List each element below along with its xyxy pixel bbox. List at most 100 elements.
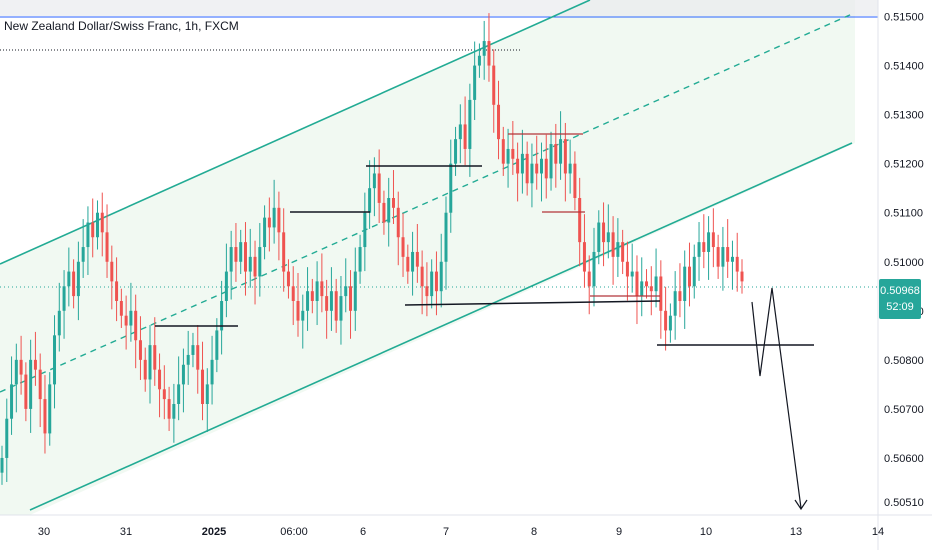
candle-body (57, 310, 61, 336)
top-band (0, 0, 878, 16)
candle-body (492, 65, 496, 105)
candle-body (234, 247, 238, 262)
price-tick-label: 0.51200 (884, 159, 924, 171)
candle-body (172, 404, 176, 419)
candle-body (344, 286, 348, 297)
candle-body (286, 271, 290, 287)
candle-body (630, 271, 634, 277)
candle-body (339, 296, 343, 321)
candle-body (162, 389, 166, 400)
candle-body (463, 124, 467, 149)
candle-body (258, 247, 262, 277)
candle-body (387, 198, 391, 223)
candle-body (143, 359, 147, 380)
candle-body (5, 418, 9, 458)
candle-body (14, 359, 18, 385)
candle-body (224, 271, 228, 301)
candle-body (578, 198, 582, 243)
candle-body (645, 281, 649, 287)
candle-body (687, 266, 691, 287)
candle-body (582, 242, 586, 272)
candle-body (62, 286, 66, 311)
candle-body (539, 158, 543, 174)
candle-body (563, 139, 567, 174)
candle-body (243, 242, 247, 272)
price-axis[interactable]: 0.51500 0.51400 0.51300 0.51200 0.51100 0.510… (884, 12, 924, 510)
candle-body (43, 399, 47, 434)
candle-body (635, 271, 639, 297)
candle-body (253, 256, 257, 277)
candle-body (310, 291, 314, 301)
chart-title: New Zealand Dollar/Swiss Franc, 1h, FXCM (4, 19, 239, 33)
candle-body (368, 188, 372, 213)
candle-body (501, 139, 505, 164)
price-tick-label: 0.50700 (884, 404, 924, 416)
candle-body (363, 212, 367, 248)
projection-path (751, 287, 802, 509)
candle-body (535, 163, 539, 174)
candle-body (668, 315, 672, 331)
candle-body (511, 148, 515, 159)
candle-body (277, 207, 281, 233)
candle-body (664, 310, 668, 331)
candle-body (683, 266, 687, 301)
candle-body (115, 281, 119, 301)
candle-body (105, 232, 109, 262)
candle-body (382, 202, 386, 223)
candle-body (697, 242, 701, 257)
candle-body (678, 291, 682, 301)
time-tick-label: 14 (872, 526, 884, 538)
price-tick-label: 0.51000 (884, 257, 924, 269)
candle-body (625, 261, 629, 277)
candle-body (215, 330, 219, 360)
candle-body (315, 281, 319, 301)
price-tick-label: 0.50800 (884, 355, 924, 367)
candle-body (191, 345, 195, 355)
projection-arrowhead (794, 499, 808, 511)
candle-body (396, 207, 400, 238)
candle-body (506, 148, 510, 164)
candle-body (439, 261, 443, 292)
candle-body (153, 345, 157, 370)
time-tick-label: 10 (700, 526, 712, 538)
candle-body (716, 247, 720, 267)
time-tick-label: 8 (531, 526, 537, 538)
candle-body (177, 384, 181, 404)
channel-mid-line (0, 13, 853, 393)
last-price-badge (879, 279, 921, 319)
candle-body (272, 207, 276, 228)
candle-body (525, 153, 529, 184)
candle-body (401, 237, 405, 257)
candle-body (415, 251, 419, 267)
candle-body (516, 158, 520, 174)
price-tick-label: 0.50510 (884, 497, 924, 509)
candle-body (124, 315, 128, 326)
time-tick-label: 31 (120, 526, 132, 538)
time-tick-label: 6 (360, 526, 366, 538)
candle-body (707, 232, 711, 252)
candle-body (186, 354, 190, 365)
candle-body (320, 281, 324, 297)
candle-body (76, 261, 80, 297)
candle-body (129, 310, 133, 326)
time-axis[interactable]: 30 31 2025 06:00 6 7 8 9 10 13 14 (38, 526, 884, 538)
candle-body (181, 364, 185, 385)
candle-body (263, 217, 267, 248)
candle-body (267, 217, 271, 228)
candle-body (377, 173, 381, 203)
candle-body (372, 173, 376, 189)
candle-body (138, 340, 142, 360)
candle-body (640, 281, 644, 297)
candle-body (210, 359, 214, 385)
candle-body (444, 212, 448, 262)
candle-body (119, 301, 123, 316)
price-tick-label: 0.50600 (884, 453, 924, 465)
candle-body (454, 139, 458, 164)
candle-body (167, 399, 171, 419)
candle-body (654, 276, 658, 292)
candle-body (730, 256, 734, 262)
candle-body (134, 310, 138, 341)
candle-body (602, 222, 606, 243)
